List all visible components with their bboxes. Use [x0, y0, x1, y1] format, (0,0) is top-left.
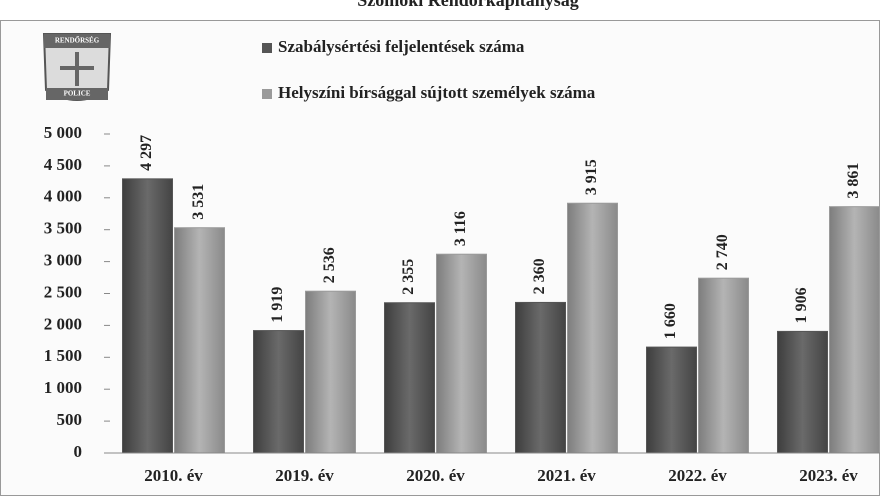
y-tick-label: 1 500 — [44, 346, 82, 365]
legend-label: Helyszíni bírsággal sújtott személyek sz… — [278, 83, 596, 102]
y-tick-label: 500 — [57, 410, 83, 429]
bar — [778, 331, 828, 453]
bar — [254, 331, 304, 453]
bar — [437, 254, 487, 453]
value-label: 2 355 — [400, 259, 417, 295]
chart-title: Szolnoki Rendőrkapitányság — [357, 0, 579, 10]
value-label: 4 297 — [138, 135, 155, 171]
bar — [175, 228, 225, 453]
value-label: 3 915 — [583, 159, 600, 195]
y-tick-label: 2 500 — [44, 282, 82, 301]
value-label: 1 919 — [269, 287, 286, 323]
y-tick-label: 5 000 — [44, 123, 82, 142]
bar — [306, 291, 356, 453]
bar — [385, 303, 435, 453]
bar — [568, 203, 618, 453]
y-tick-label: 3 500 — [44, 219, 82, 238]
value-label: 3 861 — [845, 163, 862, 199]
value-label: 3 116 — [452, 211, 469, 246]
x-tick-label: 2023. év — [799, 466, 858, 485]
x-tick-label: 2022. év — [668, 466, 727, 485]
y-tick-label: 4 500 — [44, 155, 82, 174]
value-label: 2 740 — [714, 234, 731, 270]
y-tick-label: 4 000 — [44, 187, 82, 206]
legend-label: Szabálysértési feljelentések száma — [278, 37, 525, 56]
bar — [516, 302, 566, 453]
bar — [123, 179, 173, 453]
bar — [699, 278, 749, 453]
x-tick-label: 2010. év — [144, 466, 203, 485]
x-tick-label: 2019. év — [275, 466, 334, 485]
bar — [647, 347, 697, 453]
y-tick-label: 3 000 — [44, 251, 82, 270]
logo-bottom: POLICE — [64, 90, 91, 98]
legend-swatch — [262, 89, 272, 99]
legend-swatch — [262, 43, 272, 53]
chart: Szolnoki Rendőrkapitányság RENDŐRSÉG POL… — [0, 0, 881, 497]
value-label: 1 660 — [662, 303, 679, 339]
y-tick-label: 2 000 — [44, 314, 82, 333]
value-label: 3 531 — [190, 184, 207, 220]
y-tick-label: 1 000 — [44, 378, 82, 397]
value-label: 1 906 — [793, 287, 810, 323]
x-tick-label: 2020. év — [406, 466, 465, 485]
value-label: 2 360 — [531, 258, 548, 294]
x-tick-label: 2021. év — [537, 466, 596, 485]
y-tick-label: 0 — [74, 442, 83, 461]
value-label: 2 536 — [321, 247, 338, 283]
bar — [830, 207, 880, 453]
logo: RENDŐRSÉG POLICE — [44, 34, 110, 100]
logo-top: RENDŐRSÉG — [55, 37, 100, 45]
